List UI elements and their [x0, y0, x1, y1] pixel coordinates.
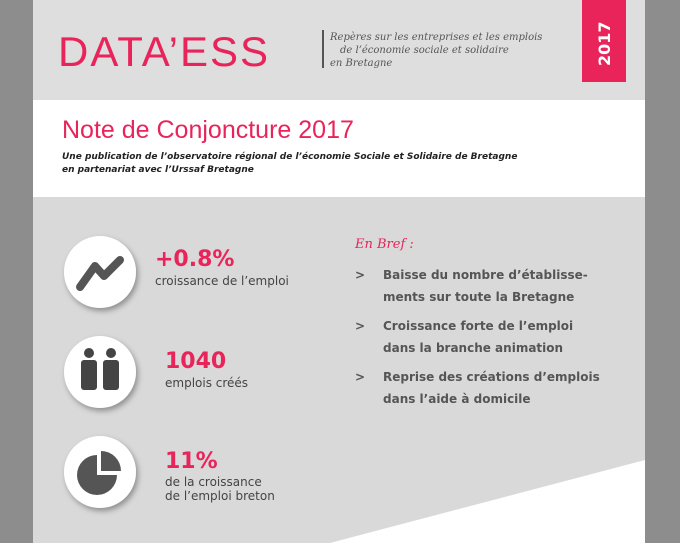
stat-value: 1040	[165, 349, 226, 374]
stat-value: +0.8%	[155, 247, 234, 272]
subtitle: en partenariat avec l’Urssaf Bretagne	[62, 165, 254, 175]
brief-item: Reprise des créations d’emplois	[383, 370, 600, 384]
brief-list: > Baisse du nombre d’établisse- ments su…	[355, 268, 600, 406]
stat-label: de l’emploi breton	[165, 489, 275, 503]
year-tab	[582, 0, 626, 82]
icon-pie	[64, 436, 136, 508]
icon-circle	[64, 336, 136, 408]
icon-growth	[64, 236, 136, 308]
stat-label: de la croissance	[165, 475, 262, 489]
diagonal	[330, 460, 645, 543]
icon-head	[106, 348, 116, 358]
icon-circle	[64, 436, 136, 508]
stat-label: croissance de l’emploi	[155, 274, 289, 288]
header-band	[33, 0, 645, 100]
icon-line	[76, 256, 124, 291]
brief-item: dans l’aide à domicile	[383, 392, 531, 406]
brief-item: dans la branche animation	[383, 341, 563, 355]
tagline: Repères sur les entreprises et les emplo…	[329, 32, 542, 69]
stat-label: emplois créés	[165, 376, 248, 390]
brief-item: ments sur toute la Bretagne	[383, 290, 574, 304]
logo: DATA’ESS	[58, 28, 270, 75]
title-band	[33, 100, 645, 197]
heading: Note de Conjoncture 2017	[62, 116, 354, 144]
stat-value: 11%	[165, 449, 218, 474]
icon-slice	[77, 455, 117, 495]
bullet: >	[355, 319, 365, 333]
icon-body	[81, 360, 97, 390]
brief-heading: En Bref :	[354, 237, 414, 252]
tagline-line: de l’économie sociale et solidaire	[340, 45, 509, 56]
icon-slice	[101, 451, 121, 471]
icon-people	[64, 336, 136, 408]
brief-item: Croissance forte de l’emploi	[383, 319, 573, 333]
tagline-line: en Bretagne	[330, 58, 392, 69]
tagline-line: Repères sur les entreprises et les emplo…	[329, 32, 542, 43]
icon-body	[103, 360, 119, 390]
bullet: >	[355, 370, 365, 384]
year: 2017	[595, 21, 614, 66]
bullet: >	[355, 268, 365, 282]
brief-item: Baisse du nombre d’établisse-	[383, 268, 588, 282]
subtitle: Une publication de l’observatoire région…	[62, 151, 517, 162]
icon-head	[84, 348, 94, 358]
